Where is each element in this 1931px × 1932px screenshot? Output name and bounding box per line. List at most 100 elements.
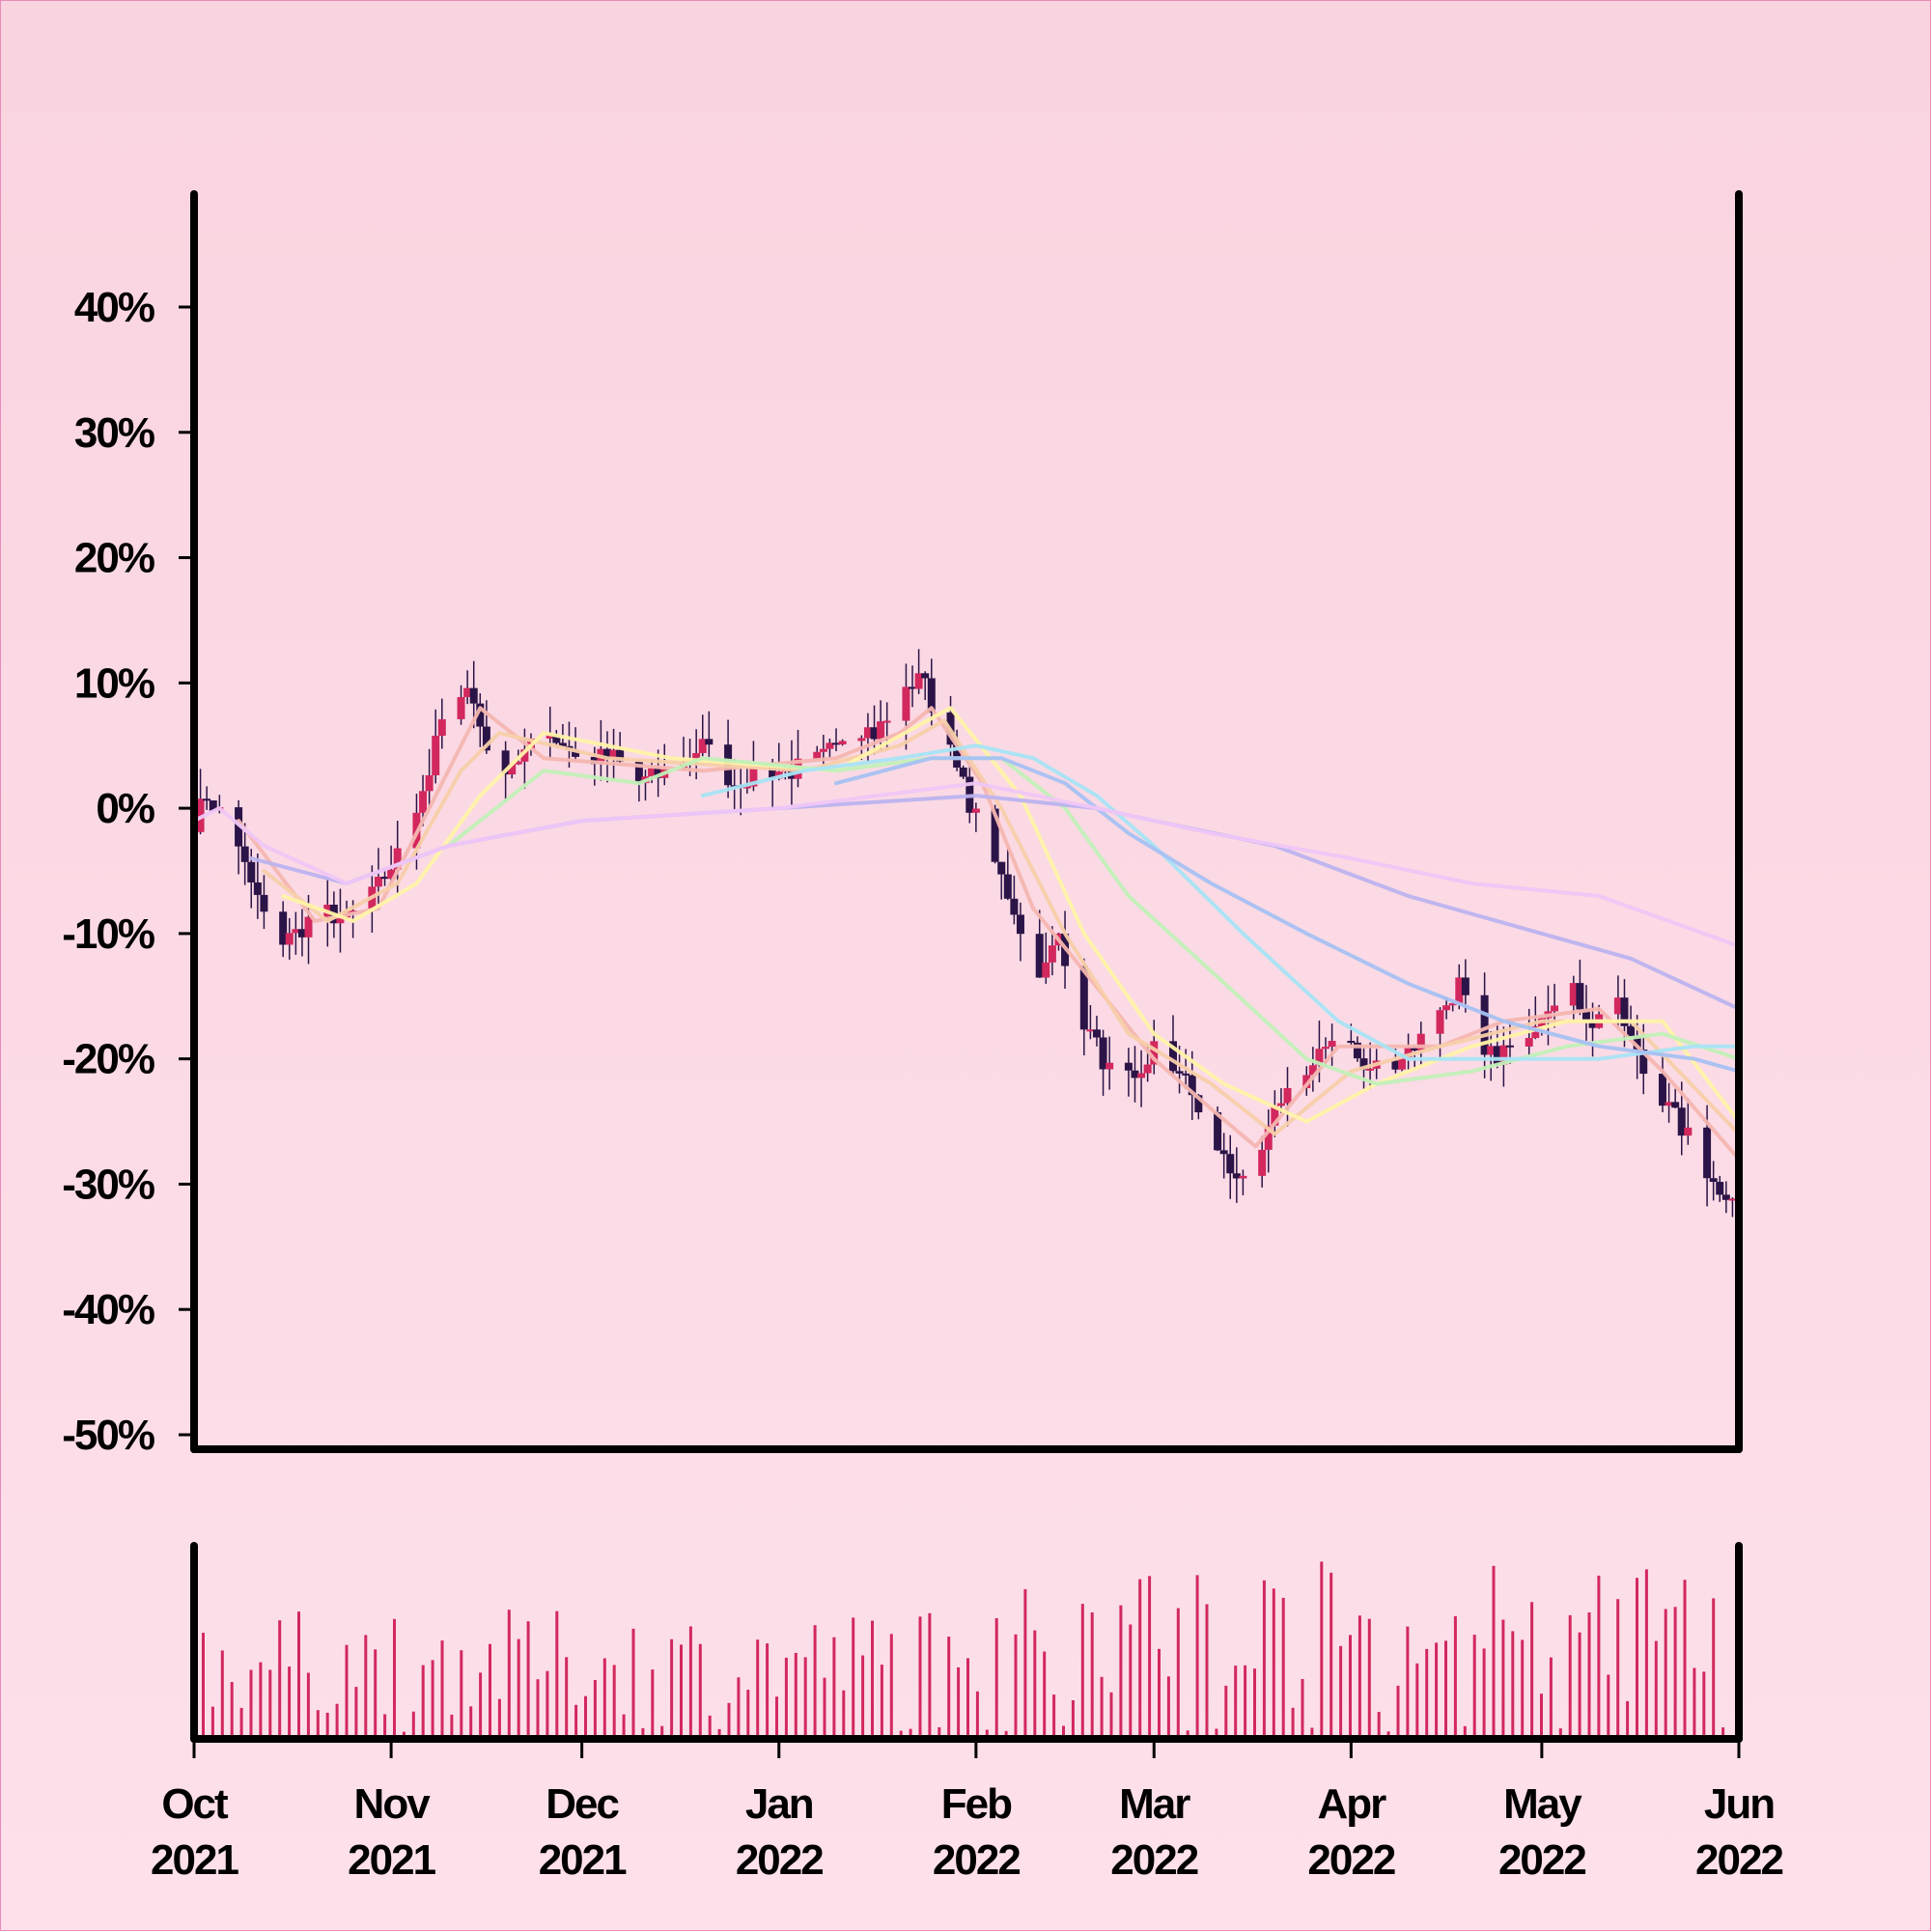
volume-bar [909, 1728, 912, 1735]
volume-bar [1234, 1666, 1238, 1735]
volume-bar [1549, 1657, 1553, 1735]
volume-bar [1644, 1569, 1648, 1735]
candle-body [1092, 1029, 1101, 1038]
candles-group [190, 649, 1737, 1218]
candle-body [476, 703, 485, 727]
volume-bar [440, 1640, 444, 1735]
volume-bar [1195, 1575, 1199, 1735]
candle-body [1239, 1175, 1247, 1179]
volume-bar [210, 1706, 214, 1735]
y-tick-label: 0% [96, 785, 154, 832]
y-tick-label: -50% [62, 1412, 154, 1459]
candle-body [1003, 874, 1012, 899]
volume-bar [268, 1669, 272, 1735]
candle-body [819, 748, 827, 752]
y-tick-label: -30% [62, 1161, 154, 1208]
volume-bar [1463, 1725, 1467, 1735]
volume-bar [1014, 1634, 1018, 1735]
candle-body [1525, 1038, 1533, 1047]
axes-group: -50% -40% -30% -20% -10% 0% 10% 20% 30% 40% Oct 202… [62, 190, 1784, 1884]
candle-body [1576, 983, 1584, 1010]
volume-bar [1138, 1579, 1142, 1735]
candle-body [1487, 1046, 1496, 1055]
volume-bar [1109, 1692, 1113, 1735]
candle-body [1353, 1042, 1361, 1059]
candle-body [921, 673, 930, 679]
candle-body [1391, 1060, 1400, 1070]
volume-bar [1587, 1612, 1591, 1735]
volume-bar [1253, 1668, 1256, 1735]
x-tick-label-month: Oct [161, 1780, 229, 1828]
volume-bar [1673, 1607, 1677, 1735]
candle-body [1283, 1088, 1292, 1104]
candle-body [297, 929, 306, 938]
volume-bar [1148, 1576, 1152, 1735]
candle-body [1322, 1047, 1330, 1050]
candle-body [1308, 1065, 1317, 1076]
candle-body [1359, 1058, 1368, 1071]
volume-bar [1023, 1589, 1027, 1735]
volume-bar [1558, 1728, 1562, 1735]
volume-bar [325, 1712, 329, 1735]
candle-body [1709, 1178, 1718, 1183]
volume-bar [651, 1669, 655, 1735]
candle-body [1398, 1058, 1407, 1070]
candle-body [1684, 1127, 1693, 1136]
volume-bar [1654, 1640, 1658, 1735]
candle-body [1665, 1102, 1673, 1106]
volume-bar [546, 1670, 549, 1735]
candle-body [349, 910, 357, 913]
volume-bar [1578, 1632, 1581, 1735]
volume-bar [1435, 1642, 1439, 1735]
candle-body [1588, 1020, 1597, 1028]
candle-body [469, 687, 478, 704]
candle-body [1175, 1071, 1184, 1074]
candle-body [1671, 1102, 1680, 1108]
volume-bar [364, 1635, 368, 1735]
x-tick-label-year: 2021 [539, 1836, 627, 1884]
candle-body [1639, 1050, 1648, 1075]
candle-body [457, 696, 465, 719]
candle-body [240, 846, 249, 862]
candle-body [705, 739, 714, 745]
volume-bar [1664, 1609, 1667, 1735]
candle-body [196, 798, 205, 832]
volume-bar [536, 1679, 540, 1735]
moving-average-line-1 [237, 706, 1741, 1162]
candle-body [508, 764, 517, 775]
x-tick-label-month: Jun [1704, 1780, 1774, 1828]
volume-bar [1511, 1631, 1515, 1735]
volume-bar [1702, 1671, 1706, 1735]
candle-body [634, 761, 643, 784]
candle-body [1716, 1182, 1724, 1195]
candle-body [1271, 1106, 1279, 1126]
volume-bar [574, 1704, 578, 1735]
volume-bar [1080, 1604, 1084, 1735]
volume-bar [460, 1650, 463, 1735]
volume-bar [1043, 1651, 1047, 1735]
volume-bar [928, 1612, 932, 1735]
volume-bar [450, 1714, 454, 1735]
candle-body [902, 686, 910, 721]
candle-body [1232, 1173, 1241, 1179]
x-tick-label-year: 2022 [1498, 1836, 1585, 1884]
volume-bar [1453, 1615, 1457, 1735]
candle-body [1302, 1075, 1311, 1089]
x-tick-label-year: 2022 [1695, 1836, 1782, 1884]
x-tick-label-year: 2022 [736, 1836, 823, 1884]
candle-body [1143, 1064, 1152, 1074]
volume-bar [1062, 1725, 1065, 1735]
candle-body [387, 869, 396, 880]
candle-body [1264, 1125, 1273, 1150]
candle-body [514, 761, 522, 765]
candle-body [953, 744, 962, 768]
candle-body [292, 929, 300, 934]
candle-body [877, 721, 885, 740]
volume-bar [1415, 1663, 1419, 1735]
volume-bar [431, 1660, 434, 1735]
moving-averages-group [192, 706, 1741, 1162]
volume-bar [975, 1691, 979, 1735]
candle-body [971, 808, 980, 813]
volume-bar [823, 1677, 826, 1735]
